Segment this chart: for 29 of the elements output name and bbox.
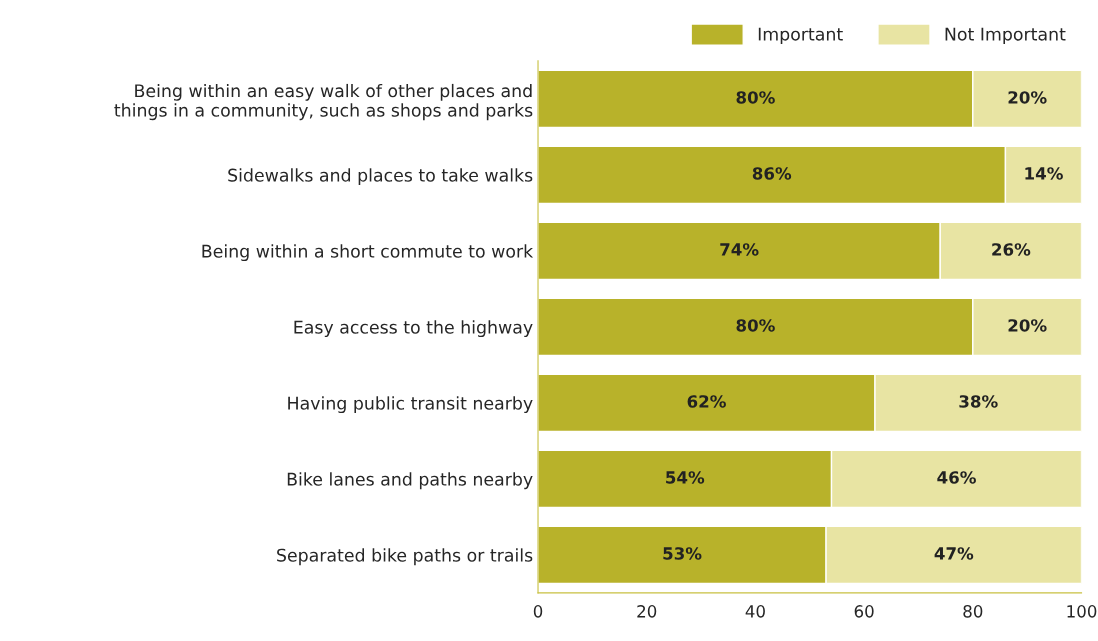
x-tick-label: 20 bbox=[637, 605, 657, 618]
legend-label: Not Important bbox=[945, 27, 1066, 45]
legend-label: Important bbox=[758, 27, 843, 45]
data-label: 20% bbox=[1008, 319, 1047, 332]
x-tick-label: 40 bbox=[745, 605, 765, 618]
data-label: 38% bbox=[959, 395, 998, 408]
y-tick-label: Separated bike paths or trails bbox=[277, 548, 533, 566]
data-label: 47% bbox=[934, 547, 974, 560]
x-tick-label: 100 bbox=[1067, 605, 1097, 618]
data-label: 62% bbox=[687, 395, 726, 408]
data-label: 54% bbox=[666, 471, 705, 484]
data-label: 80% bbox=[736, 319, 775, 332]
y-tick-label: Having public transit nearby bbox=[288, 396, 533, 414]
data-label: 14% bbox=[1025, 167, 1063, 180]
data-label: 26% bbox=[992, 243, 1031, 256]
y-tick-label: Being within a short commute to work bbox=[202, 244, 534, 262]
data-label: 20% bbox=[1008, 91, 1047, 104]
data-label: 86% bbox=[752, 167, 792, 180]
y-tick-label: Sidewalks and places to take walks bbox=[228, 168, 533, 186]
data-label: 46% bbox=[937, 471, 976, 484]
data-label: 53% bbox=[663, 547, 702, 560]
data-label: 80% bbox=[736, 91, 775, 104]
y-tick-label: Easy access to the highway bbox=[294, 320, 533, 338]
x-tick-label: 60 bbox=[854, 605, 874, 618]
y-tick-label: Bike lanes and paths nearby bbox=[287, 472, 533, 490]
x-tick-label: 0 bbox=[533, 605, 543, 618]
data-label: 74% bbox=[720, 243, 759, 256]
y-tick-label: Being within an easy walk of other places and things in a community, such as shops and parks bbox=[114, 83, 533, 121]
x-tick-label: 80 bbox=[963, 605, 983, 618]
